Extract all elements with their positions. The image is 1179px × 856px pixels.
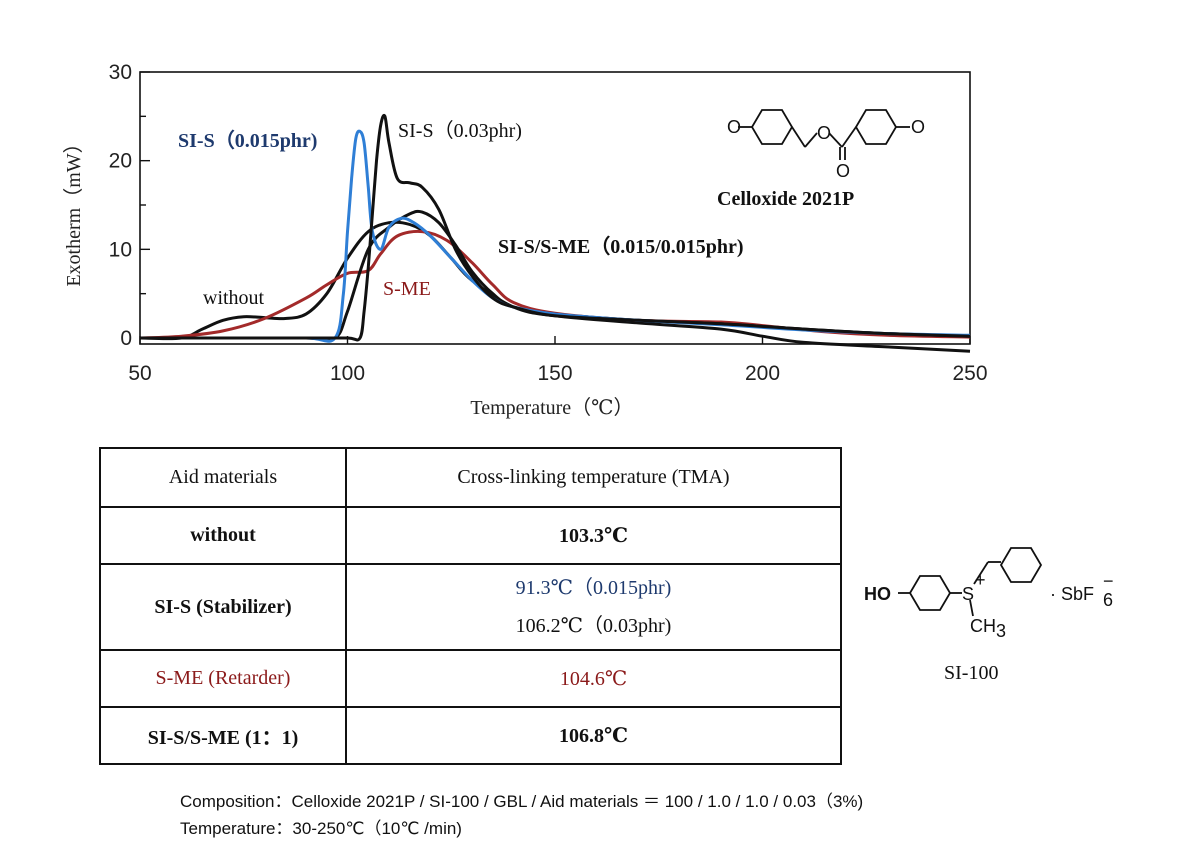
temp-value-0015: 91.3℃（0.015phr) — [515, 577, 672, 599]
header-crosslinking-temp: Cross-linking temperature (TMA) — [345, 447, 842, 508]
temp-cell: 104.6℃ — [345, 649, 842, 708]
table-header-row: Aid materials Cross-linking temperature … — [99, 447, 842, 508]
composition-line: Composition：Celloxide 2021P / SI-100 / G… — [180, 792, 864, 811]
y-tick-label: 10 — [109, 238, 132, 261]
x-axis-ticks: 50 100 150 200 250 — [128, 336, 988, 385]
x-tick-label: 100 — [330, 362, 365, 385]
si100-sbf6-sub: 6 — [1103, 590, 1113, 610]
temp-cell: 91.3℃（0.015phr) 106.2℃（0.03phr) — [345, 563, 842, 651]
si100-sbf6: · SbF — [1050, 584, 1094, 604]
temp-value-003: 106.2℃（0.03phr) — [515, 615, 672, 637]
aid-cell: SI-S/S-ME (1：1) — [99, 706, 347, 765]
y-tick-label: 20 — [109, 150, 132, 173]
table-row: SI-S/S-ME (1：1) 106.8℃ — [99, 706, 842, 765]
si100-ch3-sub: 3 — [996, 621, 1006, 641]
temp-cell: 106.8℃ — [345, 706, 842, 765]
y-tick-label: 30 — [109, 61, 132, 84]
celloxide-o-ester: O — [817, 123, 831, 143]
si100-ch3: CH — [970, 616, 996, 636]
x-tick-label: 250 — [952, 362, 987, 385]
label-si-s-003: SI-S（0.03phr) — [398, 119, 522, 142]
aid-cell: SI-S (Stabilizer) — [99, 563, 347, 651]
y-axis-title: Exotherm（mW） — [62, 133, 85, 286]
series-line-4 — [139, 220, 971, 353]
series-group — [139, 113, 971, 353]
label-si-s-sme: SI-S/S-ME（0.015/0.015phr) — [498, 235, 744, 258]
dsc-chart: 50 100 150 200 250 0 10 20 30 Temperature（℃） Ex… — [62, 61, 988, 419]
label-without: without — [203, 287, 265, 309]
series-line-1 — [139, 113, 971, 342]
si100-plus: + — [975, 570, 986, 590]
celloxide-name: Celloxide 2021P — [717, 188, 854, 210]
y-axis-ticks: 0 10 20 30 — [109, 61, 150, 350]
si100-sbf6-sup: − — [1103, 571, 1114, 591]
label-s-me: S-ME — [383, 278, 431, 300]
x-tick-label: 50 — [128, 362, 151, 385]
crosslinking-table: Aid materials Cross-linking temperature … — [99, 447, 842, 765]
temp-cell: 103.3℃ — [345, 506, 842, 565]
label-si-s-0015: SI-S（0.015phr) — [178, 129, 317, 152]
table-row: S-ME (Retarder) 104.6℃ — [99, 649, 842, 708]
aid-cell: without — [99, 506, 347, 565]
aid-cell: S-ME (Retarder) — [99, 649, 347, 708]
celloxide-o-right: O — [911, 117, 925, 137]
composition-notes: Composition：Celloxide 2021P / SI-100 / G… — [180, 788, 863, 842]
temperature-line: Temperature：30-250℃（10℃ /min) — [180, 819, 462, 838]
si100-sulfur: S — [962, 584, 974, 604]
x-tick-label: 150 — [537, 362, 572, 385]
table-row: without 103.3℃ — [99, 506, 842, 565]
table-row: SI-S (Stabilizer) 91.3℃（0.015phr) 106.2℃… — [99, 563, 842, 651]
header-aid-materials: Aid materials — [99, 447, 347, 508]
x-tick-label: 200 — [745, 362, 780, 385]
celloxide-o-carbonyl: O — [836, 161, 850, 181]
series-line-2 — [139, 209, 971, 342]
celloxide-o-left: O — [727, 117, 741, 137]
si100-structure: HO S + CH 3 · SbF 6 − — [864, 547, 1114, 641]
si100-ho: HO — [864, 584, 891, 604]
si100-name: SI-100 — [944, 662, 999, 684]
celloxide-structure — [738, 109, 910, 160]
x-axis-title: Temperature（℃） — [470, 396, 633, 419]
y-tick-label: 0 — [120, 327, 132, 350]
